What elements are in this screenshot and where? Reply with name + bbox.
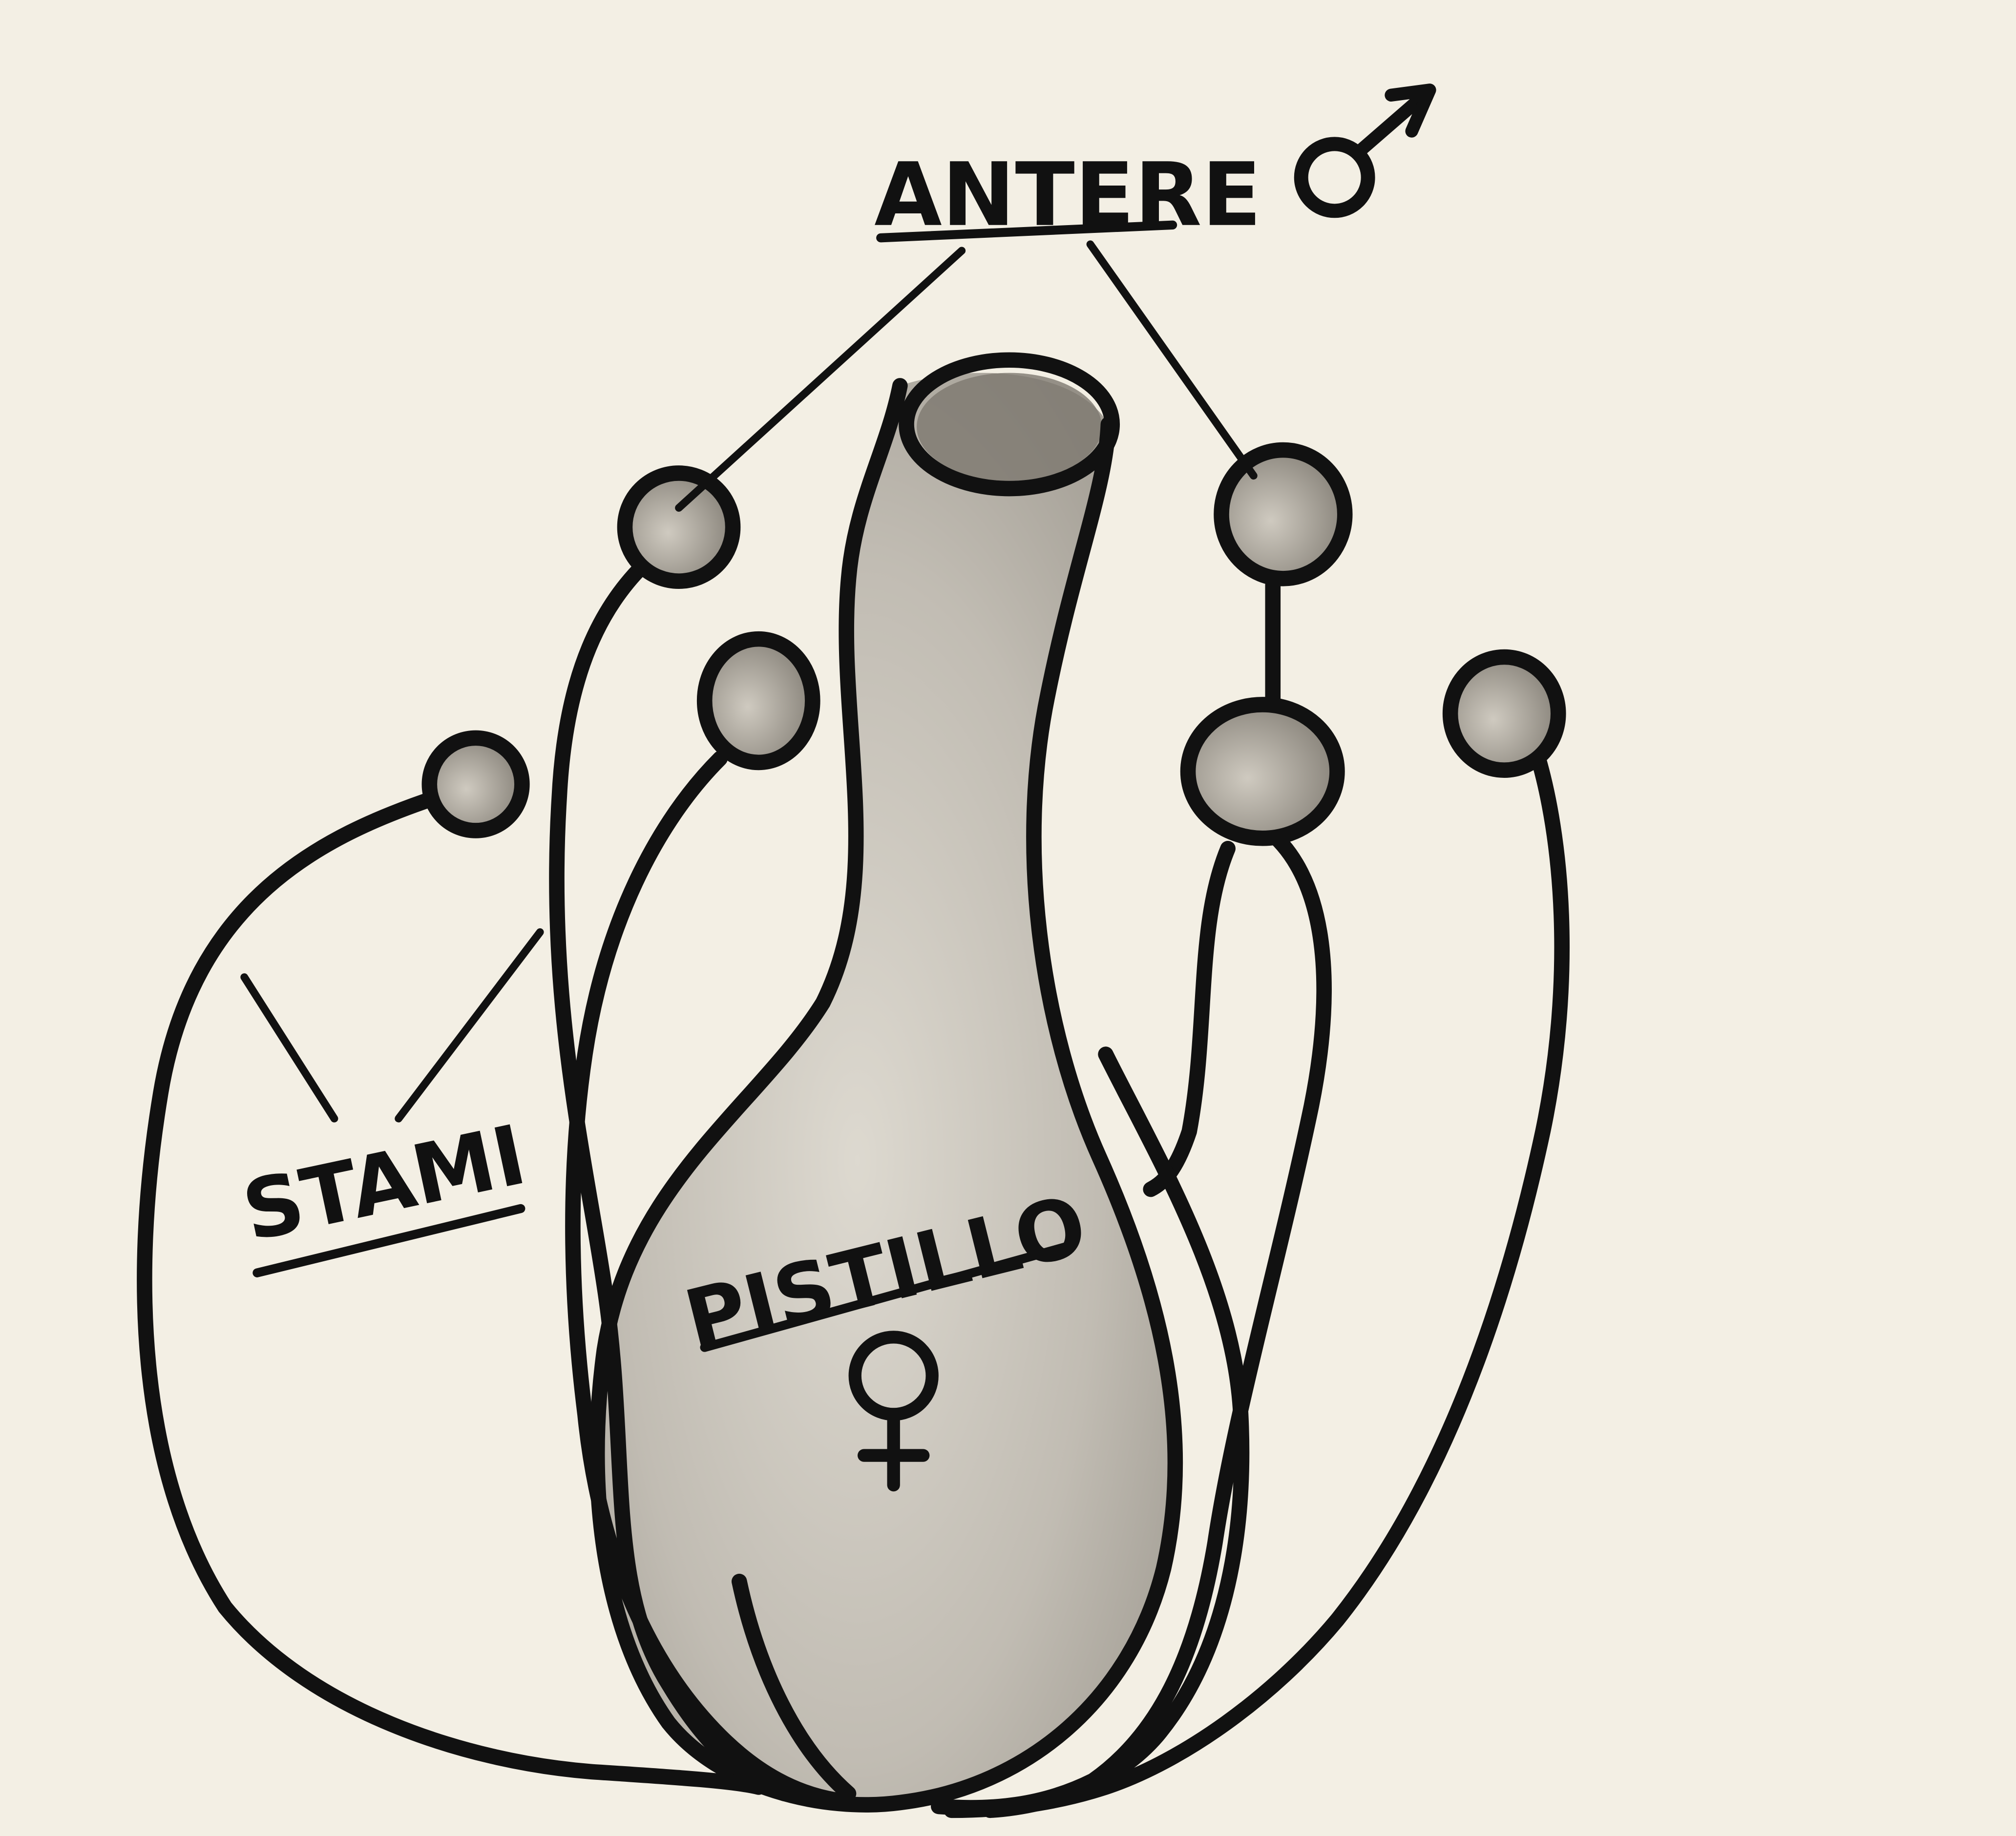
stigma-shading <box>917 373 1102 481</box>
stigma <box>899 352 1120 497</box>
anthers-leader-left <box>675 247 966 512</box>
anther-6 <box>1442 649 1566 778</box>
anthers-leader-right <box>1086 240 1258 480</box>
stamens <box>137 558 1570 1818</box>
stamen-filament-8 <box>731 1573 857 1801</box>
pistil-underline <box>700 1242 1070 1352</box>
anther-3 <box>696 631 820 771</box>
male-symbol-icon <box>1294 83 1436 218</box>
anther-2 <box>617 465 741 589</box>
anther-5 <box>1180 697 1345 846</box>
pistil-shading <box>597 373 1176 1805</box>
stamen-filament-1 <box>137 789 767 1795</box>
stamen-filament-6 <box>944 744 1570 1818</box>
stamen-filament-7 <box>982 1046 1250 1818</box>
anther-1 <box>421 730 530 838</box>
anther-4 <box>1214 442 1353 586</box>
stamen-filament-3 <box>565 751 844 1808</box>
anthers-underline <box>876 220 1177 243</box>
stamens-leader-left <box>240 973 338 1123</box>
stamens-leader-right <box>395 928 544 1123</box>
anthers <box>421 442 1566 846</box>
stamen-filament-2 <box>549 558 792 1801</box>
female-symbol-icon <box>848 1331 939 1492</box>
stamens-underline <box>252 1204 525 1277</box>
leader-lines <box>240 240 1258 1123</box>
